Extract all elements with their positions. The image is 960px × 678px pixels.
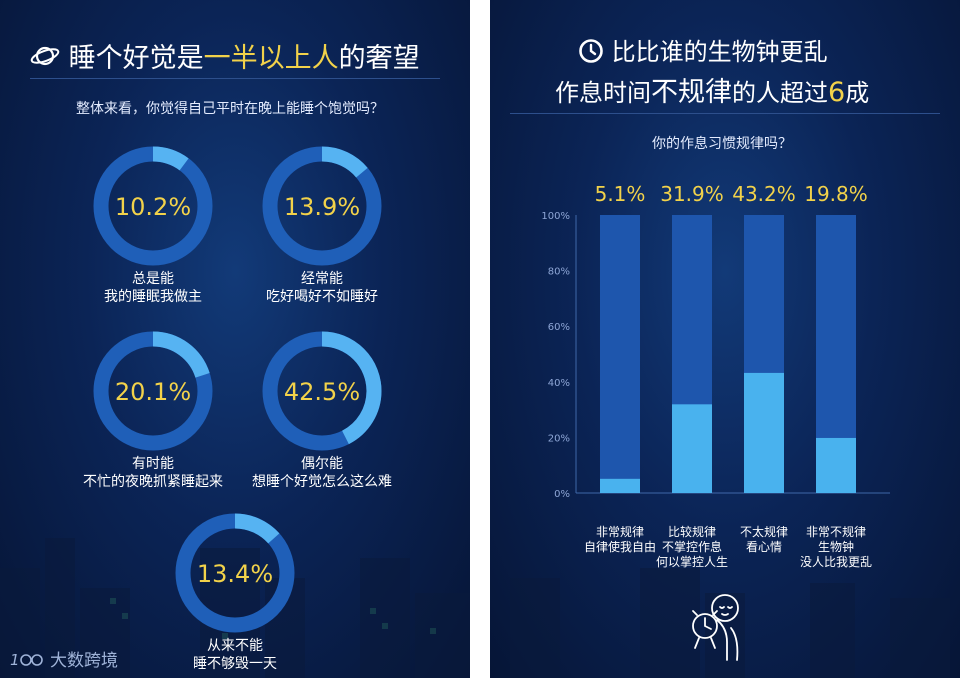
- bar-chart: 0% 20% 40% 60% 80% 100% 5.1% 31.9% 43.2% 19.8%: [541, 182, 890, 500]
- donut-value-label: 13.9%: [284, 193, 360, 221]
- bar-category-label: 不太规律 看心情: [714, 525, 814, 555]
- donut-category-line1: 总是能: [132, 271, 174, 287]
- left-title-text: 睡个好觉是: [68, 43, 204, 74]
- y-tick-label: 80%: [548, 267, 570, 278]
- y-tick-label: 100%: [541, 211, 570, 222]
- donut-5: 13.4%: [175, 513, 295, 633]
- donut-4: 42.5%: [262, 331, 382, 451]
- donut-category-line2: 吃好喝好不如睡好: [266, 289, 378, 305]
- bar-category-line1: 不太规律: [739, 525, 788, 539]
- right-title-line2-b: 不规律: [651, 77, 732, 108]
- donut-category-label: 有时能不忙的夜晚抓紧睡起来: [53, 455, 253, 491]
- bar-category-label: 非常规律 自律使我自由: [570, 525, 670, 555]
- donut-slice: [93, 331, 213, 451]
- left-title-end: 的奢望: [338, 43, 420, 74]
- bar-category-line2: 自律使我自由: [583, 540, 656, 554]
- right-title-line2-d: 成: [845, 79, 870, 107]
- donut-slice: [262, 331, 382, 451]
- donut-category-line2: 我的睡眠我做主: [104, 289, 202, 305]
- right-title-line2-c: 的人超过: [732, 79, 828, 107]
- donut-1: 10.2%: [93, 146, 213, 266]
- bar-value-label: 5.1%: [595, 182, 646, 206]
- clock-icon: [579, 39, 603, 63]
- donut-value-label: 42.5%: [284, 378, 360, 406]
- donut-3: 20.1%: [93, 331, 213, 451]
- donut-charts: 10.2% 13.9% 20.1% 42.5% 13.4%: [93, 146, 382, 633]
- alarm-clock-person-icon: [692, 594, 739, 661]
- y-tick-label: 40%: [548, 378, 570, 389]
- bar-category-line3: 何以掌控人生: [655, 555, 728, 569]
- brand-logo: 1 大数跨境: [10, 646, 118, 672]
- donut-category-label: 偶尔能想睡个好觉怎么这么难: [222, 455, 422, 491]
- right-panel: 比比谁的生物钟更乱 作息时间不规律的人超过6成 你的作息习惯规律吗？ 0% 20%…: [490, 0, 960, 678]
- donut-slice: [93, 146, 213, 266]
- bar-1: 5.1%: [595, 182, 646, 493]
- donut-category-line1: 偶尔能: [301, 456, 343, 472]
- donut-category-line2: 想睡个好觉怎么这么难: [252, 474, 392, 490]
- bar-category-line3: 没人比我更乱: [799, 555, 872, 569]
- logo-text: 大数跨境: [50, 651, 118, 671]
- donut-category-line2: 睡不够毁一天: [193, 656, 277, 672]
- left-divider: [30, 78, 440, 79]
- donut-value-label: 13.4%: [197, 560, 273, 588]
- y-tick-label: 0%: [554, 489, 570, 500]
- bar-fill: [600, 478, 640, 493]
- planet-icon: [30, 46, 60, 66]
- right-title-line1: 比比谁的生物钟更乱: [578, 32, 828, 67]
- left-panel: 睡个好觉是一半以上人的奢望 整体来看，你觉得自己平时在晚上能睡个饱觉吗？ 10.…: [0, 0, 470, 678]
- y-tick-label: 20%: [548, 433, 570, 444]
- donut-category-line1: 有时能: [132, 456, 174, 472]
- bar-value-label: 19.8%: [804, 182, 868, 206]
- city-skyline-decoration: [510, 568, 950, 678]
- bar-category-label: 比较规律 不掌控作息 何以掌控人生: [642, 525, 742, 570]
- donut-value-label: 10.2%: [115, 193, 191, 221]
- bar-category-line2: 生物钟: [817, 540, 854, 554]
- bar-category-line1: 非常不规律: [805, 525, 866, 539]
- bar-fill: [744, 372, 784, 493]
- bar-category-line1: 非常规律: [595, 525, 644, 539]
- right-title-line2-highlight: 6: [828, 77, 846, 108]
- y-tick-label: 60%: [548, 322, 570, 333]
- svg-text:1: 1: [10, 651, 20, 669]
- bar-3: 43.2%: [732, 182, 796, 493]
- donut-slice: [262, 146, 382, 266]
- bar-fill: [672, 404, 712, 493]
- donut-value-label: 20.1%: [115, 378, 191, 406]
- left-title-highlight: 一半以上人: [203, 43, 339, 74]
- bar-track: [600, 215, 640, 493]
- bar-fill: [816, 437, 856, 493]
- bar-category-line2: 不掌控作息: [661, 540, 722, 554]
- donut-category-label: 经常能吃好喝好不如睡好: [222, 270, 422, 306]
- bar-4: 19.8%: [804, 182, 868, 493]
- right-divider: [510, 113, 940, 114]
- 100-logo-icon: 1: [10, 651, 43, 669]
- donut-category-line2: 不忙的夜晚抓紧睡起来: [83, 474, 223, 490]
- donut-category-label: 从来不能睡不够毁一天: [135, 637, 335, 673]
- right-question: 你的作息习惯规律吗？: [652, 136, 792, 152]
- bar-category-line2: 看心情: [745, 540, 782, 554]
- donut-category-line1: 从来不能: [207, 638, 263, 654]
- donut-slice: [175, 513, 295, 633]
- donut-category-line1: 经常能: [301, 271, 343, 287]
- bar-value-label: 31.9%: [660, 182, 724, 206]
- bar-value-label: 43.2%: [732, 182, 796, 206]
- right-title-line2-a: 作息时间: [555, 79, 651, 107]
- left-title: 睡个好觉是一半以上人的奢望: [30, 36, 420, 75]
- right-title-line2: 作息时间不规律的人超过6成: [555, 70, 869, 109]
- bar-category-label: 非常不规律 生物钟 没人比我更乱: [786, 525, 886, 570]
- bar-category-line1: 比较规律: [667, 525, 716, 539]
- right-title-line1-text: 比比谁的生物钟更乱: [611, 38, 828, 66]
- left-question: 整体来看，你觉得自己平时在晚上能睡个饱觉吗？: [76, 101, 384, 117]
- donut-category-label: 总是能我的睡眠我做主: [53, 270, 253, 306]
- donut-2: 13.9%: [262, 146, 382, 266]
- bar-2: 31.9%: [660, 182, 724, 493]
- city-skyline-decoration: [0, 538, 470, 678]
